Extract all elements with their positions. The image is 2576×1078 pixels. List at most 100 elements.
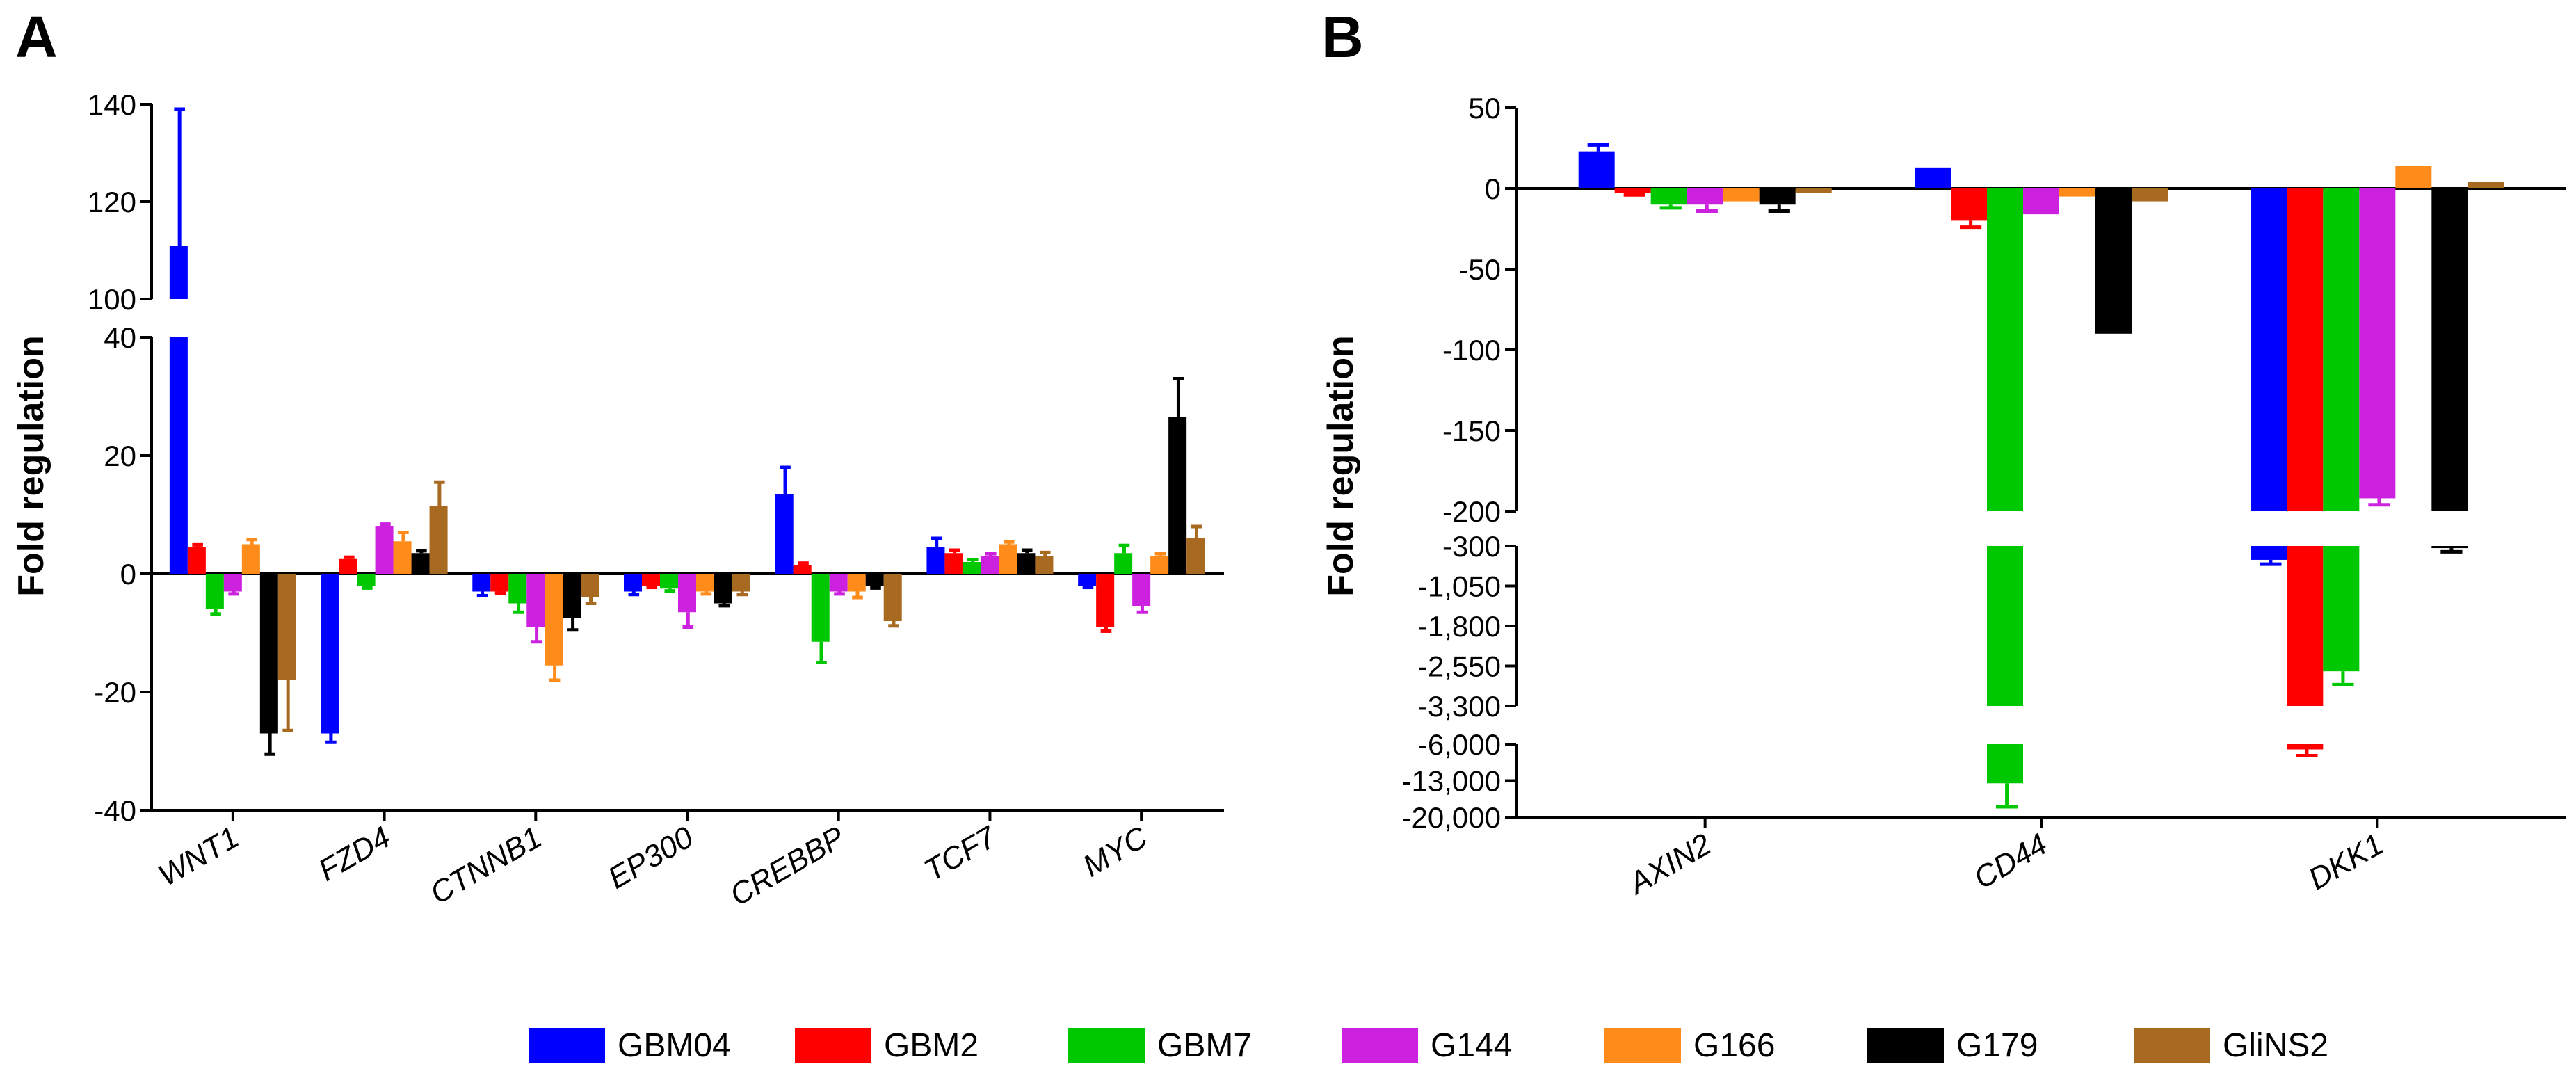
bar-g166-fzd4 [393,541,412,574]
bar-gbm2-ctnnb1 [490,574,509,592]
bar-g166-crebbp [847,574,866,592]
bar-glins2-dkk1 [2468,182,2504,188]
y-tick-label: -100 [1442,334,1501,367]
bar-g179-ctnnb1 [563,574,581,618]
legend-item-g144: G144 [1342,1027,1512,1064]
bar-glins2-tcf7 [1035,556,1054,574]
bar-gbm2-crebbp [793,565,812,574]
legend: GBM04 GBM2 GBM7 G144 G166 G179 GliNS2 [529,1027,2328,1064]
legend-swatch-g144 [1342,1028,1418,1063]
y-tick-label: 0 [120,558,136,590]
bar-gbm04-wnt1 [169,337,188,574]
y-tick-label: -13,000 [1402,765,1501,798]
bar-gbm2-tcf7 [944,553,963,574]
bar-glins2-myc [1186,538,1205,574]
bar-gbm2-cd44 [1951,188,1987,221]
panel-b-label: B [1321,4,1364,70]
y-tick-label: -150 [1442,415,1501,447]
y-tick-label: -1,050 [1418,570,1501,603]
category-label-myc: MYC [1077,820,1154,884]
category-label-dkk1: DKK1 [2303,827,2389,896]
y-tick-label: -20,000 [1402,801,1501,834]
bar-gbm2-wnt1 [187,547,206,574]
bar-g144-axin2 [1687,188,1723,205]
bar-gbm7-cd44 [1987,744,2023,784]
bar-gbm04-ctnnb1 [472,574,491,592]
bar-gbm7-dkk1 [2323,546,2360,672]
bar-gbm04-dkk1 [2251,188,2287,511]
y-axis-title: Fold regulation [1321,335,1361,597]
bar-g179-dkk1 [2431,188,2468,511]
legend-swatch-g179 [1867,1028,1944,1063]
legend-item-g166: G166 [1604,1027,1775,1064]
bar-g144-fzd4 [375,526,394,574]
y-tick-label: 100 [88,283,136,316]
bar-gbm04-myc [1078,574,1097,586]
y-axis-title: Fold regulation [11,335,51,597]
bar-gbm7-crebbp [811,574,830,642]
bar-gbm7-cd44 [1987,546,2023,706]
category-label-wnt1: WNT1 [152,820,244,893]
bar-g144-ctnnb1 [526,574,545,627]
legend-swatch-glins2 [2134,1028,2210,1063]
category-label-ctnnb1: CTNNB1 [424,820,547,910]
category-label-cd44: CD44 [1968,827,2053,896]
y-tick-label: -3,300 [1418,690,1501,723]
bar-gbm04-fzd4 [321,574,339,734]
panel-b-chart: B 50 0 -50 -100 -150 -200-300 -1,050 -1,800 -2,5… [1321,4,2566,902]
bar-gbm2-axin2 [1614,188,1651,193]
bar-g179-tcf7 [1017,553,1036,574]
bar-g144-tcf7 [981,556,999,574]
bar-g179-dkk1 [2431,546,2468,549]
legend-label-gbm04: GBM04 [618,1027,731,1064]
bar-glins2-wnt1 [277,574,296,680]
bar-glins2-cd44 [2132,188,2168,202]
bar-gbm2-ep300 [642,574,660,586]
y-tick-label: 120 [88,186,136,218]
bar-g179-ep300 [714,574,732,604]
panel-a-label: A [15,4,58,70]
bar-gbm04-dkk1 [2251,546,2287,560]
legend-swatch-gbm04 [529,1028,605,1063]
y-tick-label: 140 [88,88,136,121]
bar-g179-fzd4 [411,553,430,574]
bar-gbm2-dkk1 [2287,188,2324,511]
legend-label-gbm2: GBM2 [884,1027,979,1064]
bar-gbm2-dkk1 [2287,744,2324,750]
legend-label-glins2: GliNS2 [2223,1027,2328,1064]
bar-g144-myc [1132,574,1151,606]
legend-item-gbm2: GBM2 [795,1027,979,1064]
bar-glins2-ep300 [732,574,750,592]
bar-gbm7-dkk1 [2323,188,2360,511]
bar-gbm04-axin2 [1578,151,1615,188]
bar-g179-myc [1168,417,1187,574]
y-tick-label: -6,000 [1418,728,1501,761]
bar-glins2-ctnnb1 [581,574,599,597]
legend-item-g179: G179 [1867,1027,2038,1064]
y-tick-label: -40 [94,794,136,827]
bar-gbm2-fzd4 [339,558,357,574]
bar-g166-dkk1 [2395,166,2432,188]
bar-gbm2-dkk1 [2287,546,2324,706]
bar-g144-dkk1 [2359,188,2396,499]
bar-glins2-fzd4 [429,506,448,574]
y-tick-label: -20 [94,676,136,709]
y-tick-label: 20 [104,440,136,472]
bar-g179-axin2 [1759,188,1796,205]
bar-g179-cd44 [2095,188,2132,334]
bar-gbm04-wnt1 [169,246,188,299]
bar-g166-ep300 [696,574,714,592]
bar-gbm7-axin2 [1650,188,1687,205]
bar-g144-ep300 [678,574,696,613]
bar-gbm04-crebbp [775,494,794,574]
bar-g166-wnt1 [241,544,260,574]
legend-swatch-gbm7 [1068,1028,1145,1063]
bar-gbm7-fzd4 [357,574,376,586]
bar-gbm7-ep300 [660,574,678,589]
y-tick-label: -2,550 [1418,650,1501,683]
bar-gbm04-tcf7 [926,547,945,574]
bar-g144-crebbp [829,574,848,592]
bar-gbm7-cd44 [1987,188,2023,511]
bar-gbm7-ctnnb1 [508,574,527,604]
